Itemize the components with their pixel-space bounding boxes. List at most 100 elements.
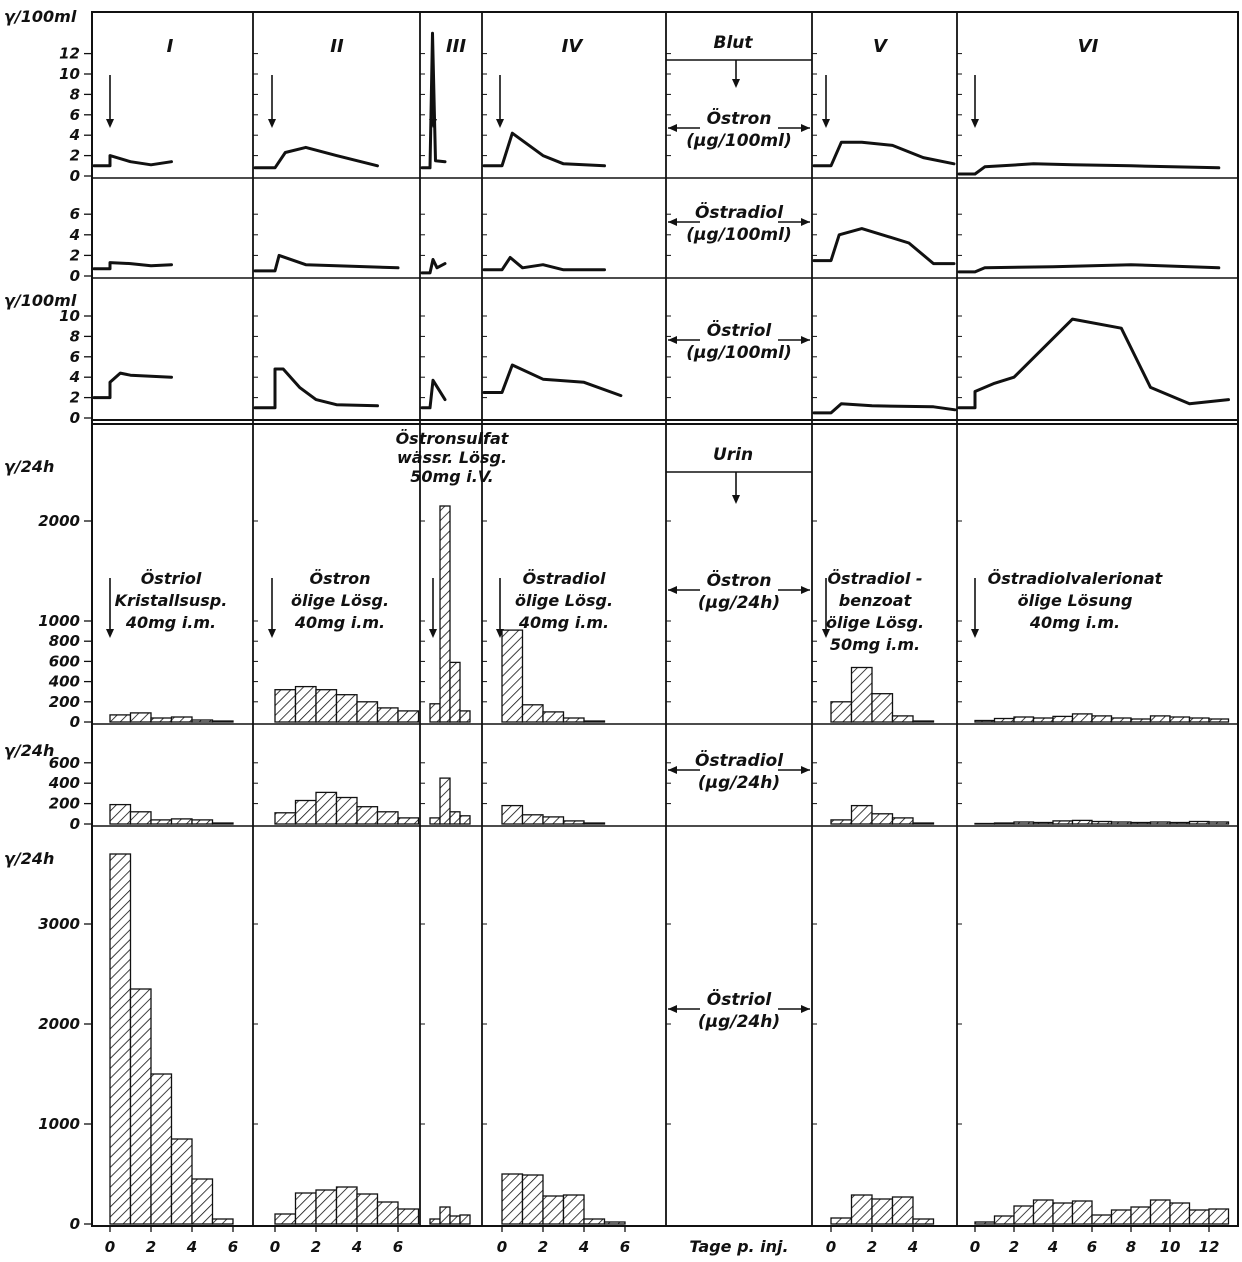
bar-urine-oestriol-IV [521,1174,544,1225]
bar-urine-oestradiol-VI [1188,820,1210,825]
bar-urine-oestron-II [335,694,358,723]
bar-urine-oestriol-III [429,1218,441,1225]
center-label-unit: (μg/24h) [698,773,780,793]
injection-label-V: benzoat [839,591,913,610]
injection-arrow-blood-II-head [268,119,276,128]
x-tick-label: 0 [970,1238,980,1256]
bar-urine-oestriol-VI [1013,1205,1035,1225]
x-tick-label: 0 [826,1238,836,1256]
bar-urine-oestradiol-VI [1052,820,1074,825]
y-unit-label: γ/24h [4,849,54,868]
x-tick-label: 8 [1126,1238,1136,1256]
bar-urine-oestriol-IV [501,1173,524,1225]
bar-urine-oestradiol-II [315,791,338,825]
column-label-IV: IV [562,36,585,57]
bar-urine-oestron-VI [993,717,1015,723]
center-label-name: Östradiol [695,201,784,223]
bar-urine-oestradiol-IV [501,804,524,825]
series-line-blood-oestriol-IV [482,363,623,398]
center-arrow-left-head [668,586,677,594]
bar-urine-oestron-I [211,720,234,723]
bar-urine-oestriol-I [211,1218,234,1225]
x-tick-label: 0 [497,1238,507,1256]
bar-urine-oestron-II [315,689,338,723]
center-arrow-right-head [801,336,810,344]
center-arrow-right-head [801,218,810,226]
bar-urine-oestron-III [459,710,471,723]
y-tick-label: 4 [69,226,80,244]
injection-arrow-urine-II-head [268,629,276,638]
injection-label-I: Östriol [141,569,202,588]
center-label-unit: (μg/24h) [698,593,780,613]
bar-urine-oestron-IV [542,711,565,723]
column-label-VI: VI [1078,36,1099,57]
y-tick-label: 0 [70,267,80,285]
bar-urine-oestradiol-III [459,815,471,825]
series-line-blood-oestradiol-III [420,258,447,275]
bar-urine-oestriol-II [376,1201,399,1225]
series-line-blood-oestriol-VI [957,317,1230,410]
bar-urine-oestriol-VI [1091,1214,1113,1225]
injection-label-V: ölige Lösg. [826,613,924,632]
center-arrow-left-head [668,218,677,226]
section-label-urine: Urin [713,445,753,465]
series-line-blood-oestradiol-II [253,253,400,273]
bar-urine-oestron-VI [1169,716,1191,723]
injection-label-II: 40mg i.m. [294,613,385,632]
bar-urine-oestradiol-VI [974,822,996,825]
series-line-blood-oestradiol-IV [482,256,606,272]
center-label-unit: (μg/100ml) [686,343,791,363]
x-axis-label: Tage p. inj. [689,1237,788,1256]
y-tick-label: 600 [49,652,80,670]
y-tick-label: 6 [70,205,80,223]
bar-urine-oestron-I [170,716,193,723]
bar-urine-oestron-IV [562,717,585,723]
bar-urine-oestriol-III [439,1206,451,1225]
bar-urine-oestron-VI [974,719,996,723]
bar-urine-oestriol-IV [583,1218,606,1225]
injection-label-I: Kristallsusp. [115,591,228,610]
bar-urine-oestron-VI [1130,718,1152,723]
bar-urine-oestradiol-I [109,803,132,825]
injection-arrow-urine-V-head [822,629,830,638]
bar-urine-oestriol-I [191,1178,214,1225]
bar-urine-oestradiol-II [356,806,379,825]
bar-urine-oestradiol-VI [1130,821,1152,825]
column-label-III: III [446,36,466,57]
y-tick-label: 2 [70,147,80,165]
bar-urine-oestron-I [150,717,173,723]
bar-urine-oestriol-VI [1110,1209,1132,1225]
bar-urine-oestradiol-VI [993,822,1015,825]
bar-urine-oestron-IV [521,704,544,723]
y-tick-label: 400 [48,673,80,691]
bar-urine-oestradiol-V [912,822,935,825]
bar-urine-oestron-II [397,710,420,723]
bar-urine-oestriol-V [912,1218,935,1225]
y-unit-label: γ/100ml [4,291,77,310]
center-arrow-left-head [668,1005,677,1013]
x-tick-label: 2 [146,1238,156,1256]
column-label-II: II [330,36,344,57]
x-tick-label: 4 [1047,1238,1058,1256]
series-line-blood-oestradiol-VI [957,263,1221,274]
x-tick-label: 12 [1199,1238,1220,1256]
y-tick-label: 2000 [38,1015,80,1033]
text-layer: 0246810120246024681002004006008001000200… [4,7,1219,1256]
y-tick-label: 800 [49,632,80,650]
y-tick-label: 400 [48,774,80,792]
bar-urine-oestradiol-I [150,819,173,825]
bar-urine-oestradiol-VI [1071,819,1093,825]
bar-urine-oestradiol-I [211,822,234,825]
series-line-blood-oestradiol-I [92,261,173,271]
center-label-name: Östriol [707,988,773,1010]
series-line-blood-oestron-V [812,140,956,168]
x-tick-label: 0 [105,1238,115,1256]
bar-urine-oestradiol-III [449,811,461,825]
bar-urine-oestron-IV [583,720,606,723]
y-tick-label: 6 [70,106,80,124]
y-tick-label: 8 [70,85,80,103]
series-line-blood-oestron-III [420,31,447,170]
bar-urine-oestradiol-IV [583,822,606,825]
injection-label-V: 50mg i.m. [830,635,920,654]
